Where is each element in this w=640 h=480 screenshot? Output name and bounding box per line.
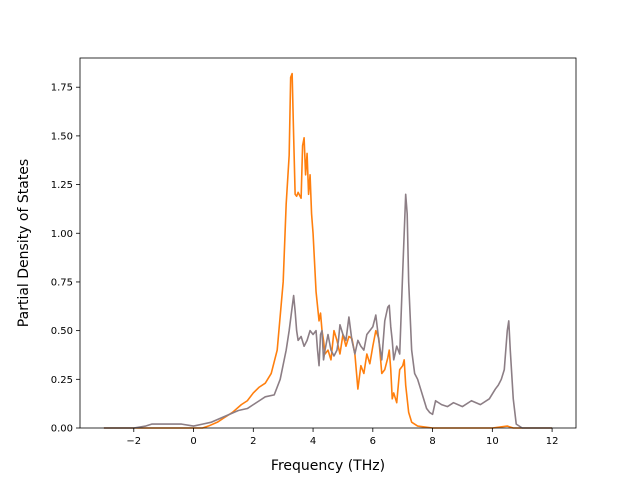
x-tick-label: 8 xyxy=(429,436,435,447)
x-axis-label: Frequency (THz) xyxy=(271,458,385,474)
y-tick-label: 0.50 xyxy=(51,326,73,337)
plot-frame xyxy=(79,57,577,429)
x-tick-label: 2 xyxy=(250,436,256,447)
x-tick-label: 0 xyxy=(190,436,196,447)
y-tick-label: 1.00 xyxy=(51,229,73,240)
x-tick-label: −2 xyxy=(126,436,141,447)
y-tick-label: 0.75 xyxy=(51,277,73,288)
y-tick-label: 1.50 xyxy=(51,131,73,142)
y-tick-label: 0.00 xyxy=(51,424,73,435)
series-group xyxy=(103,72,553,429)
series-line-0 xyxy=(103,72,553,429)
x-axis-ticks: −2 0 2 4 6 8 10 12 xyxy=(126,428,558,447)
y-tick-label: 0.25 xyxy=(51,375,73,386)
x-tick-label: 4 xyxy=(310,436,316,447)
y-axis-label: Partial Density of States xyxy=(16,159,32,327)
y-axis-ticks: 0.00 0.25 0.50 0.75 1.00 1.25 1.50 1.75 xyxy=(51,83,80,435)
series-line-1 xyxy=(103,193,553,429)
y-tick-label: 1.25 xyxy=(51,180,73,191)
x-tick-label: 12 xyxy=(546,436,559,447)
x-tick-label: 10 xyxy=(486,436,499,447)
y-tick-label: 1.75 xyxy=(51,83,73,94)
x-tick-label: 6 xyxy=(370,436,376,447)
